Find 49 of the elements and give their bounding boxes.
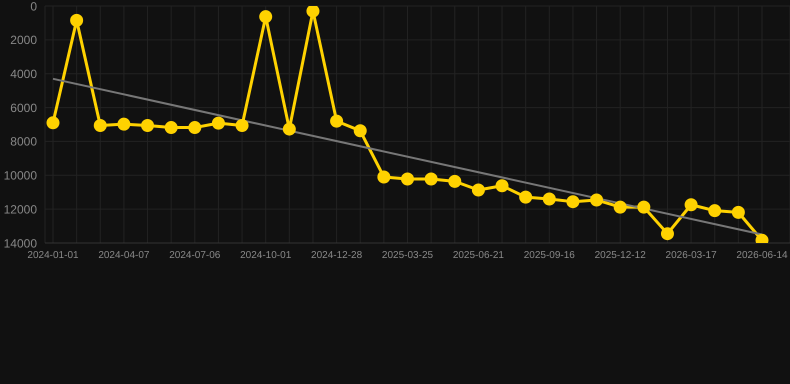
x-tick-label: 2025-06-21 <box>452 250 504 262</box>
y-tick-label: 4000 <box>10 66 38 81</box>
point <box>401 172 414 186</box>
point <box>708 204 722 218</box>
y-tick-label: 14000 <box>4 236 38 250</box>
point <box>188 121 202 134</box>
x-tick-label: 2024-12-28 <box>311 250 363 262</box>
point <box>282 122 296 136</box>
point <box>354 124 367 138</box>
x-tick-label: 2025-12-12 <box>594 250 646 262</box>
point <box>614 200 627 214</box>
y-tick-label: 10000 <box>4 168 38 183</box>
point <box>212 116 225 130</box>
point <box>306 6 320 18</box>
y-tick-label: 8000 <box>10 134 38 149</box>
y-tick-label: 0 <box>30 0 38 14</box>
point <box>496 179 509 192</box>
point <box>377 170 390 184</box>
point <box>46 116 60 130</box>
x-tick-label: 2024-07-06 <box>169 250 221 262</box>
point <box>330 114 344 128</box>
x-tick-label: 2024-04-07 <box>98 250 150 262</box>
point <box>448 174 462 188</box>
x-tick-label: 2026-06-14 <box>736 250 788 262</box>
point <box>70 14 84 27</box>
y-tick-label: 6000 <box>10 100 38 115</box>
x-tick-label: 2024-10-01 <box>240 250 292 262</box>
point <box>519 190 532 204</box>
point <box>424 172 438 186</box>
point <box>472 184 485 197</box>
point <box>117 118 130 131</box>
point <box>732 206 745 219</box>
point <box>542 192 556 206</box>
point <box>164 121 178 134</box>
point <box>660 227 674 240</box>
point <box>684 198 698 212</box>
y-tick-label: 2000 <box>10 33 38 48</box>
x-tick-label: 2025-03-25 <box>382 250 434 262</box>
point <box>236 119 249 132</box>
point <box>141 119 154 132</box>
point <box>590 194 604 206</box>
point <box>637 200 650 214</box>
point <box>259 10 272 24</box>
y-tick-label: 12000 <box>4 202 38 216</box>
point <box>94 119 107 132</box>
x-tick-label: 2026-03-17 <box>666 250 718 262</box>
x-tick-label: 2025-09-16 <box>524 250 576 262</box>
point <box>566 195 580 208</box>
x-tick-label: 2024-01-01 <box>27 250 80 262</box>
